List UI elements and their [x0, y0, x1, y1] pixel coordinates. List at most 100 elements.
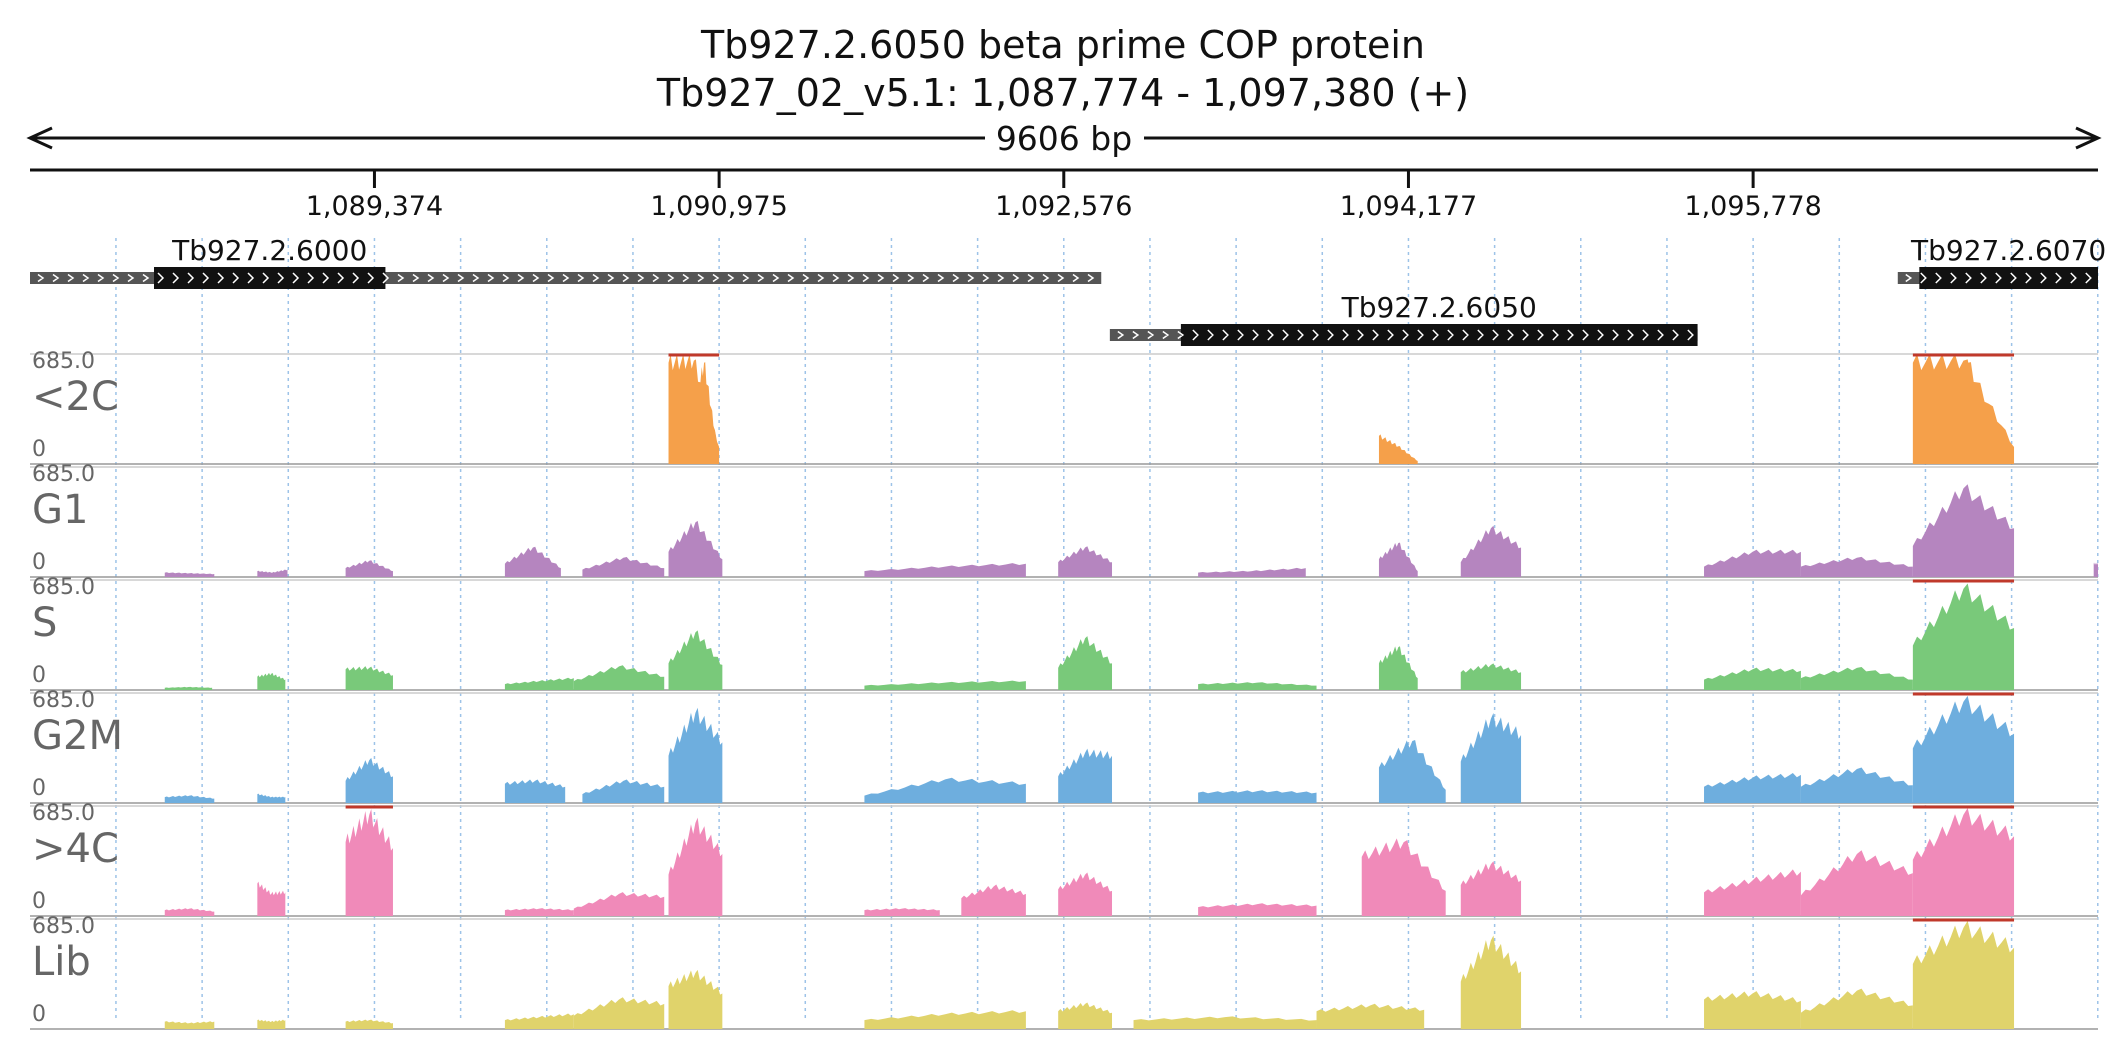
coverage-area [504, 677, 574, 690]
track-ymax-label: 685.0 [32, 462, 95, 487]
gene-feature: Tb927.2.6050 [1109, 291, 1698, 346]
coverage-area [1378, 434, 1418, 464]
coverage-area [1460, 935, 1522, 1029]
track-name-label: S [32, 600, 57, 646]
coverage-area [573, 665, 665, 690]
coverage-area [582, 557, 665, 577]
coverage-area [1704, 667, 1801, 690]
track-ymin-label: 0 [32, 1002, 46, 1027]
coverage-area [1460, 861, 1522, 916]
coverage-area [1198, 567, 1306, 577]
coverage-area [582, 779, 665, 803]
coverage-area [164, 1021, 215, 1029]
coverage-area [504, 546, 561, 577]
gene-cds [1919, 267, 2098, 289]
track-ymin-label: 0 [32, 776, 46, 801]
coverage-area [1378, 739, 1446, 803]
coverage-area [573, 892, 665, 916]
figure-location: Tb927_02_v5.1: 1,087,774 - 1,097,380 (+) [656, 71, 1469, 115]
gene-label: Tb927.2.6050 [1341, 291, 1537, 324]
coverage-area [164, 572, 215, 577]
axis-tick-label: 1,094,177 [1340, 191, 1477, 222]
coverage-area [504, 1013, 574, 1029]
coverage-area [504, 908, 574, 916]
coverage-area [1912, 583, 2015, 690]
coverage-area [345, 809, 393, 916]
span-ruler: 9606 bp [26, 119, 2102, 158]
track-name-label: G2M [32, 713, 123, 759]
coverage-area [257, 569, 288, 577]
coverage-track: 685.0S 0 [30, 575, 2098, 691]
coverage-area [1704, 991, 1801, 1029]
coverage-area [1704, 773, 1801, 803]
coverage-area [1912, 484, 2015, 577]
coverage-area [1058, 748, 1113, 803]
coverage-area [1198, 682, 1317, 690]
coverage-area [1198, 903, 1317, 916]
coverage-area [257, 672, 286, 690]
track-name-label: Lib [32, 939, 91, 985]
gene-label: Tb927.2.6070 [1910, 234, 2106, 267]
coverage-area [864, 1010, 1026, 1029]
coverage-area [1058, 636, 1113, 690]
coverage-area [668, 707, 723, 803]
coverage-area [1460, 663, 1522, 690]
coverage-area [1361, 838, 1446, 916]
coverage-area [1460, 525, 1522, 577]
track-ymax-label: 685.0 [32, 349, 95, 374]
coverage-area [864, 777, 1026, 803]
span-label: 9606 bp [996, 119, 1132, 158]
track-name-label: <2C [32, 374, 119, 420]
coverage-area [164, 795, 215, 803]
coverage-area [1704, 549, 1801, 577]
coverage-area [668, 520, 723, 577]
coverage-area [1800, 666, 1913, 690]
coverage-area [164, 908, 215, 916]
coverage-area [345, 1019, 393, 1029]
coverage-area [1912, 920, 2015, 1029]
coverage-area [345, 560, 393, 577]
coverage-area [864, 680, 1026, 690]
coverage-area [1800, 767, 1913, 803]
coverage-track: 685.0>4C 0 [30, 801, 2098, 917]
coverage-area [668, 630, 723, 690]
coverage-area [1316, 1003, 1425, 1029]
coverage-area [1912, 807, 2015, 916]
strand-chevron-icon [1117, 329, 1694, 341]
coverage-area [573, 997, 665, 1029]
gene-feature: Tb927.2.6070 [1897, 234, 2106, 289]
axis-tick-label: 1,092,576 [995, 191, 1132, 222]
coverage-area [864, 563, 1026, 577]
track-ymin-label: 0 [32, 550, 46, 575]
coverage-area [504, 779, 566, 803]
gene-annotation-track: Tb927.2.6000 Tb927.2.6050 Tb927.2.6070 [30, 234, 2106, 346]
gene-cds [154, 267, 386, 289]
coverage-area [1133, 1016, 1317, 1029]
track-name-label: G1 [32, 487, 88, 533]
coverage-area [668, 817, 723, 916]
track-ymin-label: 0 [32, 889, 46, 914]
arrow-left-icon [26, 126, 53, 150]
coverage-area [257, 793, 286, 803]
position-axis: 1,089,374 1,090,975 1,092,576 1,094,177 1,09… [30, 168, 2098, 222]
coverage-area [1930, 362, 2006, 464]
arrow-right-icon [2075, 126, 2102, 150]
coverage-area [2093, 562, 2098, 577]
coverage-area [668, 969, 723, 1029]
coverage-area [961, 884, 1026, 916]
track-name-label: >4C [32, 826, 119, 872]
track-ymin-label: 0 [32, 663, 46, 688]
coverage-area [164, 686, 213, 690]
coverage-area [1800, 988, 1913, 1029]
coverage-area [1058, 1002, 1113, 1029]
coverage-area [345, 757, 393, 803]
track-ymax-label: 685.0 [32, 688, 95, 713]
coverage-area [1058, 872, 1113, 916]
coverage-area [1912, 695, 2015, 803]
coverage-area [864, 908, 940, 916]
coverage-area [1460, 712, 1522, 803]
figure-title: Tb927.2.6050 beta prime COP protein [700, 23, 1425, 67]
